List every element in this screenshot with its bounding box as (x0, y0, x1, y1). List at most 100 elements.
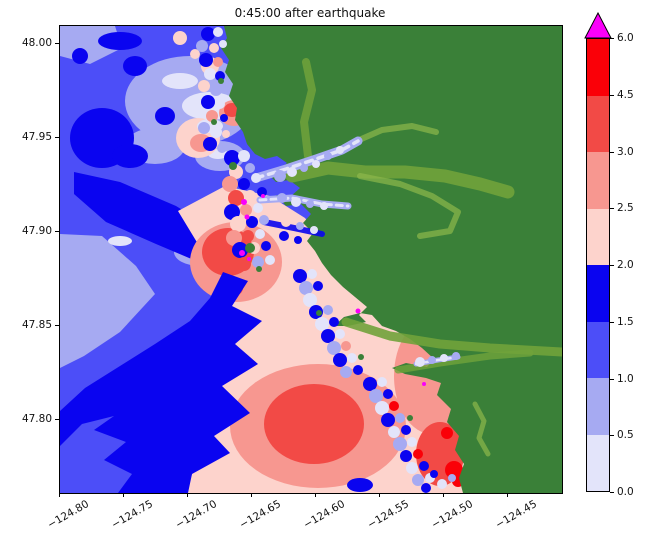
map-blob (244, 190, 256, 202)
map-blob (353, 365, 363, 375)
map-region (108, 236, 132, 246)
map-blob (218, 78, 224, 84)
map-region (190, 49, 200, 59)
x-tick-label: −124.45 (493, 498, 539, 532)
map-blob (375, 401, 389, 415)
y-tick-mark (55, 137, 59, 138)
map-region (123, 56, 147, 76)
map-blob (407, 415, 413, 421)
map-blob (204, 68, 216, 80)
map-blob (206, 110, 218, 122)
map-blob (259, 215, 269, 225)
map-blob (440, 354, 448, 362)
x-tick-mark (123, 493, 124, 497)
map-blob (251, 173, 261, 183)
y-tick-label: 47.90 (21, 225, 52, 237)
plot-title: 0:45:00 after earthquake (234, 6, 386, 20)
river-or-flood-stroke (258, 196, 350, 208)
colorbar-segment (587, 434, 609, 491)
river-or-flood-stroke (414, 355, 460, 366)
colorbar-tick-label: 6.0 (617, 32, 634, 44)
y-tick-label: 47.85 (21, 319, 52, 331)
colorbar-tick-mark (610, 151, 614, 153)
map-blob (222, 130, 230, 138)
map-blob (323, 305, 333, 315)
map-blob (257, 187, 267, 197)
y-tick-mark (55, 325, 59, 326)
map-blob (341, 341, 351, 351)
map-blob (240, 204, 252, 216)
map-blob (313, 281, 323, 291)
map-blob (281, 217, 291, 227)
map-blob (245, 243, 255, 253)
colorbar-overflow-arrow (584, 12, 612, 39)
map-blob (335, 329, 345, 339)
map-blob (389, 401, 399, 411)
x-tick-mark (379, 493, 380, 497)
map-blob (261, 194, 265, 198)
map-blob (222, 176, 238, 192)
map-blob (228, 190, 244, 206)
map-blob (355, 308, 361, 314)
map-blob (198, 80, 210, 92)
map-region (441, 427, 453, 439)
colorbar-segment (587, 208, 609, 265)
map-blob (210, 126, 222, 138)
map-blob (400, 450, 412, 462)
map-blob (401, 425, 411, 435)
y-tick-label: 47.95 (21, 131, 52, 143)
river-or-flood-stroke (357, 173, 461, 239)
map-blob (274, 170, 286, 182)
map-blob (209, 43, 219, 53)
colorbar-tick-label: 4.5 (617, 88, 634, 101)
map-blob (317, 293, 327, 303)
map-region (162, 73, 198, 89)
colorbar-tick-mark (610, 435, 614, 437)
x-tick-label: −124.55 (365, 498, 411, 532)
map-blob (395, 413, 405, 423)
colorbar-tick-mark (610, 265, 614, 266)
colorbar-tick-label: 3.0 (617, 145, 634, 158)
map-blob (329, 317, 339, 327)
x-tick-mark (251, 493, 252, 497)
map-blob (306, 200, 314, 208)
y-tick-mark (55, 43, 59, 44)
map-blob (252, 256, 264, 268)
map-blob (198, 122, 210, 134)
river-or-flood-stroke (347, 123, 439, 147)
map-blob (452, 352, 460, 360)
map-blob (247, 257, 251, 261)
y-tick-mark (55, 419, 59, 420)
colorbar-tick-mark (610, 38, 614, 39)
x-tick-mark (187, 493, 188, 497)
map-blob (261, 241, 271, 251)
map-blob (422, 382, 426, 386)
map-blob (265, 255, 275, 265)
map-blob (415, 357, 425, 367)
map-blob (296, 222, 304, 230)
map-blob (203, 137, 217, 151)
map-blob (256, 266, 262, 272)
x-tick-mark (443, 493, 444, 497)
x-tick-label: −124.75 (109, 498, 155, 532)
map-blob (199, 53, 213, 67)
river-or-flood-stroke (300, 58, 316, 160)
map-blob (413, 449, 423, 459)
map-region (60, 272, 262, 493)
map-blob (294, 236, 302, 244)
map-blob (340, 366, 352, 378)
river-or-flood-stroke (285, 161, 515, 199)
map-blob (291, 197, 301, 207)
x-tick-label: −124.50 (429, 498, 475, 532)
map-blob (238, 178, 250, 190)
map-blob (383, 389, 393, 399)
river-or-flood-stroke (472, 401, 491, 457)
map-blob (229, 162, 237, 170)
map-blob (238, 150, 250, 162)
map-blob (358, 354, 364, 360)
map-blob (210, 84, 222, 96)
map-region (98, 32, 142, 50)
map-blob (412, 474, 424, 486)
map-blob (220, 114, 228, 122)
